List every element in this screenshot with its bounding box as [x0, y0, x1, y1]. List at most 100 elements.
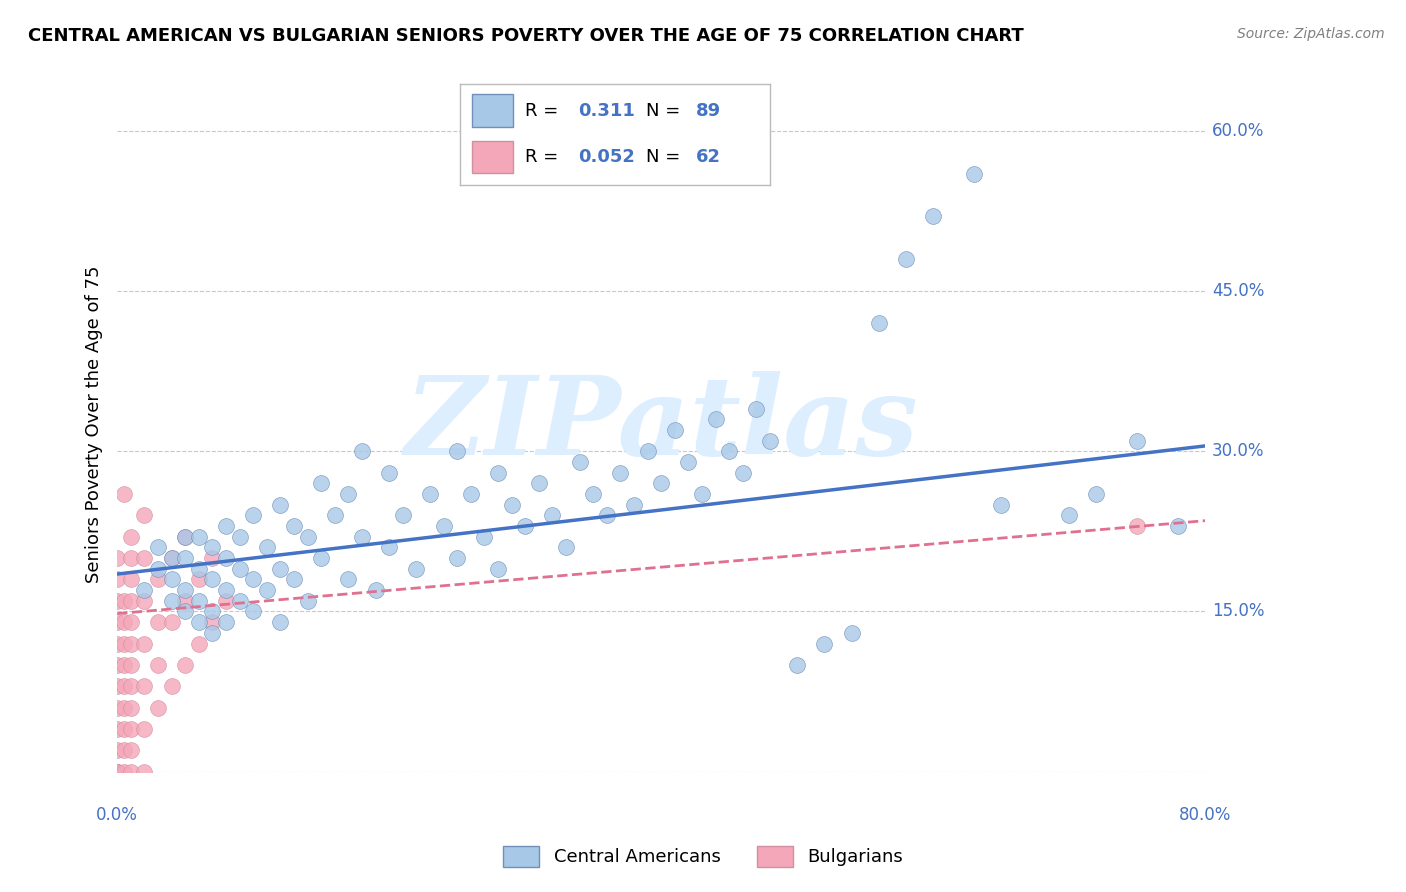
- Point: [112, 487, 135, 501]
- Text: 80.0%: 80.0%: [1180, 805, 1232, 824]
- Point: [582, 487, 605, 501]
- Point: [134, 594, 156, 608]
- Point: [309, 476, 332, 491]
- Point: [460, 487, 482, 501]
- Point: [541, 508, 564, 523]
- Point: [283, 519, 305, 533]
- Point: [432, 519, 454, 533]
- Point: [269, 562, 291, 576]
- Point: [134, 722, 156, 736]
- Point: [105, 657, 128, 672]
- Point: [813, 636, 835, 650]
- Point: [405, 562, 427, 576]
- Point: [174, 604, 197, 618]
- Point: [364, 583, 387, 598]
- Point: [269, 498, 291, 512]
- Point: [146, 541, 169, 555]
- Point: [337, 573, 360, 587]
- Point: [160, 573, 183, 587]
- Point: [786, 657, 808, 672]
- Text: 60.0%: 60.0%: [1212, 122, 1264, 140]
- Point: [174, 530, 197, 544]
- Point: [555, 541, 578, 555]
- Point: [350, 530, 373, 544]
- Point: [120, 722, 142, 736]
- Point: [201, 615, 224, 629]
- Point: [105, 764, 128, 779]
- Point: [323, 508, 346, 523]
- Point: [337, 487, 360, 501]
- Y-axis label: Seniors Poverty Over the Age of 75: Seniors Poverty Over the Age of 75: [86, 266, 103, 583]
- Point: [134, 551, 156, 566]
- Point: [609, 466, 631, 480]
- Text: 45.0%: 45.0%: [1212, 282, 1264, 300]
- Point: [474, 530, 496, 544]
- Point: [1057, 508, 1080, 523]
- Point: [215, 583, 238, 598]
- Point: [174, 583, 197, 598]
- Point: [391, 508, 413, 523]
- Point: [120, 743, 142, 757]
- Point: [187, 530, 209, 544]
- Point: [120, 551, 142, 566]
- Point: [187, 636, 209, 650]
- Point: [228, 530, 250, 544]
- Point: [868, 316, 890, 330]
- Point: [146, 657, 169, 672]
- Point: [215, 594, 238, 608]
- Point: [256, 583, 278, 598]
- Text: 15.0%: 15.0%: [1212, 602, 1264, 621]
- Point: [134, 583, 156, 598]
- Point: [187, 594, 209, 608]
- Point: [174, 551, 197, 566]
- Point: [112, 700, 135, 714]
- Point: [690, 487, 713, 501]
- Point: [922, 209, 945, 223]
- Point: [215, 519, 238, 533]
- Point: [1085, 487, 1108, 501]
- Legend: Central Americans, Bulgarians: Central Americans, Bulgarians: [496, 838, 910, 874]
- Point: [174, 657, 197, 672]
- Point: [350, 444, 373, 458]
- Point: [419, 487, 441, 501]
- Point: [269, 615, 291, 629]
- Point: [105, 573, 128, 587]
- Point: [201, 604, 224, 618]
- Point: [134, 636, 156, 650]
- Point: [134, 764, 156, 779]
- Point: [187, 573, 209, 587]
- Point: [201, 573, 224, 587]
- Point: [486, 466, 509, 480]
- Point: [112, 636, 135, 650]
- Point: [446, 444, 468, 458]
- Point: [215, 551, 238, 566]
- Point: [731, 466, 754, 480]
- Point: [759, 434, 782, 448]
- Point: [160, 615, 183, 629]
- Point: [105, 679, 128, 693]
- Point: [242, 573, 264, 587]
- Point: [596, 508, 619, 523]
- Point: [990, 498, 1012, 512]
- Point: [242, 604, 264, 618]
- Point: [112, 679, 135, 693]
- Point: [678, 455, 700, 469]
- Point: [650, 476, 672, 491]
- Point: [120, 636, 142, 650]
- Point: [120, 764, 142, 779]
- Point: [378, 466, 401, 480]
- Point: [228, 562, 250, 576]
- Point: [105, 764, 128, 779]
- Point: [486, 562, 509, 576]
- Text: CENTRAL AMERICAN VS BULGARIAN SENIORS POVERTY OVER THE AGE OF 75 CORRELATION CHA: CENTRAL AMERICAN VS BULGARIAN SENIORS PO…: [28, 27, 1024, 45]
- Point: [515, 519, 537, 533]
- Point: [187, 562, 209, 576]
- Point: [297, 594, 319, 608]
- Point: [105, 764, 128, 779]
- Text: ZIPatlas: ZIPatlas: [405, 371, 918, 478]
- Point: [664, 423, 686, 437]
- Point: [120, 679, 142, 693]
- Point: [745, 401, 768, 416]
- Point: [841, 625, 863, 640]
- Point: [174, 530, 197, 544]
